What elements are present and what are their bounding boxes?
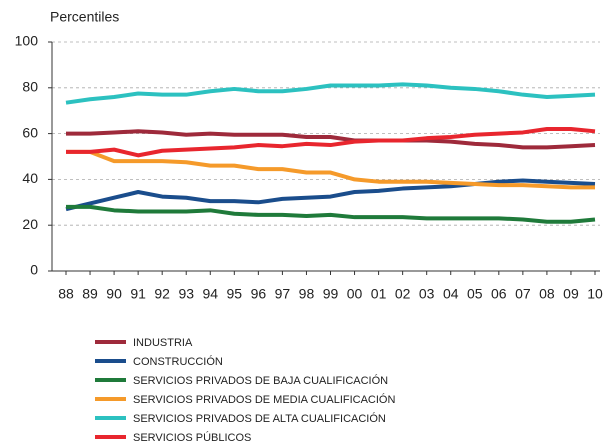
legend-label: INDUSTRIA — [133, 337, 193, 349]
x-tick-label: 94 — [202, 286, 218, 302]
series-line — [66, 129, 596, 150]
y-tick-label: 60 — [22, 124, 38, 140]
x-tick-label: 06 — [491, 286, 507, 302]
legend-label: SERVICIOS PÚBLICOS — [133, 431, 251, 443]
series-line — [65, 82, 596, 105]
x-tick-label: 93 — [178, 286, 194, 302]
x-tick-label: 96 — [251, 286, 267, 302]
x-tick-label: 92 — [154, 286, 170, 302]
y-tick-label: 20 — [22, 216, 38, 232]
y-axis-label: Percentiles — [50, 9, 119, 25]
x-tick-label: 00 — [347, 286, 363, 302]
x-tick-label: 10 — [587, 286, 603, 302]
x-tick-label: 91 — [130, 286, 146, 302]
series-line — [66, 204, 596, 224]
x-tick-label: 02 — [395, 286, 411, 302]
y-tick-label: 0 — [30, 262, 38, 278]
legend-label: SERVICIOS PRIVADOS DE ALTA CUALIFICACIÓN — [133, 412, 386, 425]
x-tick-label: 95 — [227, 286, 243, 302]
x-tick-label: 98 — [299, 286, 315, 302]
series-line — [65, 178, 596, 212]
x-tick-label: 90 — [106, 286, 122, 302]
y-tick-label: 40 — [22, 170, 38, 186]
legend-label: SERVICIOS PRIVADOS DE BAJA CUALIFICACIÓN — [133, 374, 388, 387]
x-tick-label: 08 — [539, 286, 555, 302]
legend-label: SERVICIOS PRIVADOS DE MEDIA CUALIFICACIÓ… — [133, 393, 395, 406]
x-tick-label: 88 — [58, 286, 74, 302]
x-tick-label: 05 — [467, 286, 483, 302]
x-tick-label: 07 — [515, 286, 531, 302]
x-tick-label: 89 — [82, 286, 98, 302]
legend-label: CONSTRUCCIÓN — [133, 355, 223, 368]
x-tick-label: 01 — [371, 286, 387, 302]
series-line — [66, 149, 595, 190]
y-tick-label: 80 — [22, 79, 38, 95]
x-tick-label: 97 — [275, 286, 291, 302]
y-tick-label: 100 — [15, 33, 39, 49]
series-line — [66, 127, 596, 158]
x-tick-label: 09 — [563, 286, 579, 302]
x-tick-label: 03 — [419, 286, 435, 302]
x-tick-label: 04 — [443, 286, 459, 302]
x-tick-label: 99 — [323, 286, 339, 302]
